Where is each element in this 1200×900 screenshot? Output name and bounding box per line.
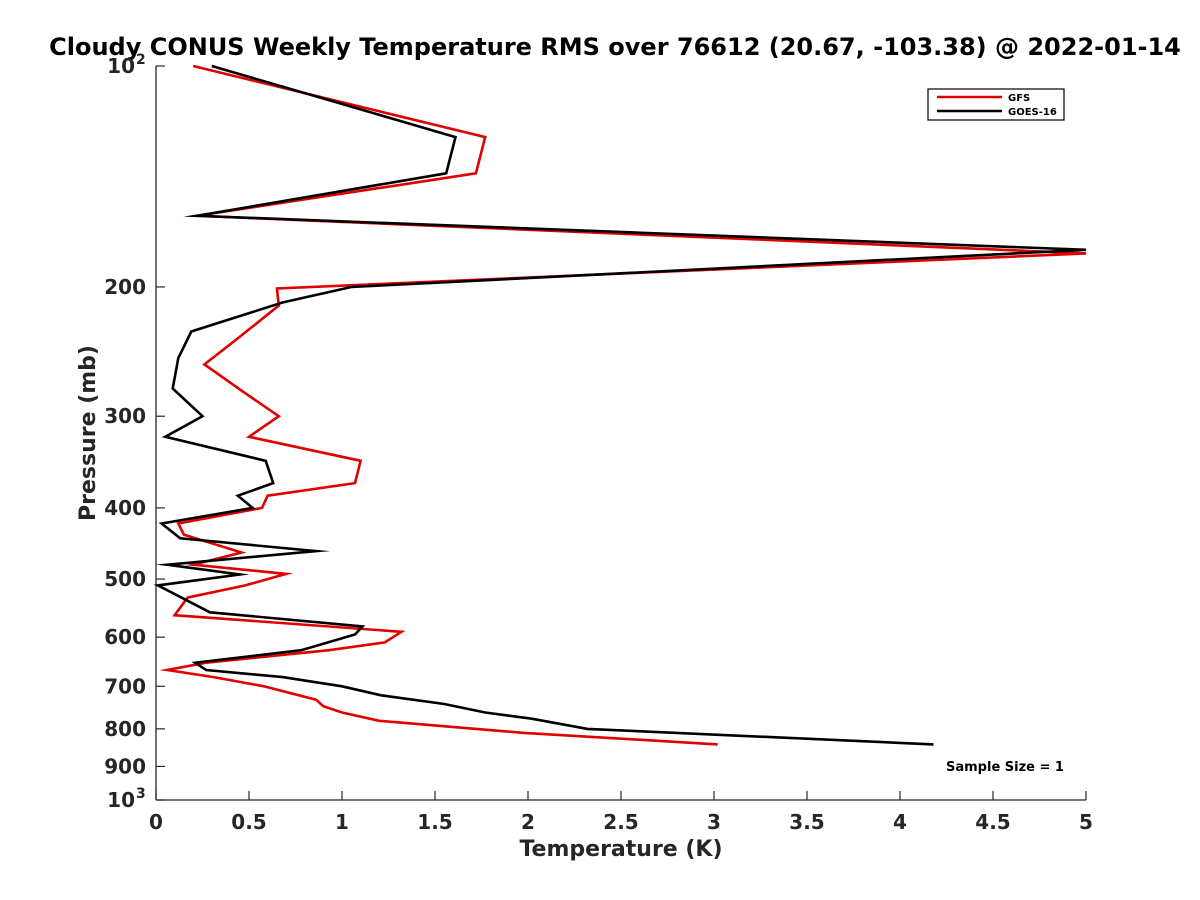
x-tick-label: 0: [149, 810, 163, 834]
y-tick-label: 10: [107, 54, 135, 78]
x-tick-label: 2.5: [603, 810, 638, 834]
y-tick-label: 10: [107, 788, 135, 812]
y-tick-exponent: 3: [136, 786, 146, 802]
x-tick-label: 5: [1079, 810, 1093, 834]
y-tick-label: 500: [104, 567, 146, 591]
series-line-gfs: [159, 64, 1087, 746]
y-tick-exponent: 2: [136, 52, 146, 68]
plot-area: [156, 66, 1086, 800]
legend: GFS GOES-16: [927, 88, 1065, 121]
legend-label-goes16: GOES-16: [1008, 107, 1057, 118]
x-tick-label: 4: [893, 810, 907, 834]
legend-label-gfs: GFS: [1008, 93, 1030, 104]
sample-size-annotation: Sample Size = 1: [946, 760, 1064, 775]
x-tick-label: 1: [335, 810, 349, 834]
y-tick-label: 700: [104, 674, 146, 698]
x-axis-ticks: 0 0.5 1 1.5 2 2.5 3 3.5 4 4.5 5: [149, 791, 1093, 834]
y-tick-label: 800: [104, 717, 146, 741]
y-tick-label: 300: [104, 404, 146, 428]
x-tick-label: 0.5: [231, 810, 266, 834]
legend-box: [927, 88, 1065, 121]
x-tick-label: 4.5: [975, 810, 1010, 834]
x-tick-label: 3: [707, 810, 721, 834]
y-axis-label: Pressure (mb): [76, 345, 101, 521]
x-tick-label: 3.5: [789, 810, 824, 834]
x-tick-label: 2: [521, 810, 535, 834]
series-lines: [153, 64, 1087, 746]
x-tick-label: 1.5: [417, 810, 452, 834]
y-tick-label: 200: [104, 275, 146, 299]
chart-title: Cloudy CONUS Weekly Temperature RMS over…: [49, 33, 1181, 61]
x-axis-label: Temperature (K): [519, 837, 722, 862]
y-tick-label: 600: [104, 625, 146, 649]
series-line-goes-16: [153, 64, 1087, 746]
y-tick-label: 400: [104, 496, 146, 520]
y-tick-label: 900: [104, 754, 146, 778]
